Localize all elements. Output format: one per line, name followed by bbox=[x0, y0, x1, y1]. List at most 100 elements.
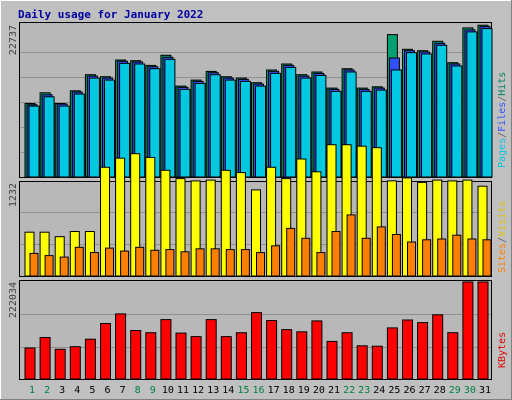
bar-pages-16 bbox=[255, 85, 266, 178]
bar-kbytes-28 bbox=[432, 314, 444, 380]
legend-entry: Hits bbox=[497, 72, 508, 96]
bar-sites-7 bbox=[120, 250, 130, 277]
x-label-11: 11 bbox=[177, 385, 189, 396]
x-label-9: 9 bbox=[150, 385, 156, 396]
bar-pages-3 bbox=[58, 105, 70, 178]
x-label-22: 22 bbox=[343, 385, 355, 396]
bar-pages-20 bbox=[315, 74, 327, 178]
bar-sites-11 bbox=[180, 251, 190, 277]
bar-kbytes-15 bbox=[235, 332, 247, 380]
legend-entry: / bbox=[497, 96, 508, 102]
bar-sites-27 bbox=[422, 239, 432, 277]
bar-sites-5 bbox=[89, 252, 99, 277]
bar-sites-30 bbox=[467, 238, 477, 277]
legend-entry: KBytes bbox=[497, 332, 508, 368]
x-label-25: 25 bbox=[388, 385, 400, 396]
bar-sites-22 bbox=[346, 214, 356, 277]
bar-pages-10 bbox=[164, 58, 176, 178]
bar-sites-8 bbox=[135, 246, 145, 277]
bar-sites-14 bbox=[225, 249, 235, 277]
x-axis-labels: 1 2 3 4 5 6 7 8 9 10 11 12 13 14 15 16 17 18 19 20 21 22 23 24 2… bbox=[29, 385, 491, 396]
bar-pages-28 bbox=[436, 44, 448, 178]
kbytes-max-label: 222034 bbox=[8, 282, 19, 318]
bar-kbytes-25 bbox=[386, 327, 398, 380]
bar-kbytes-1 bbox=[24, 347, 36, 380]
bar-pages-4 bbox=[73, 93, 85, 178]
x-label-23: 23 bbox=[358, 385, 370, 396]
bar-kbytes-23 bbox=[356, 345, 368, 380]
bar-pages-26 bbox=[406, 52, 417, 178]
bar-sites-21 bbox=[331, 231, 341, 277]
x-label-31: 31 bbox=[479, 385, 491, 396]
bar-kbytes-8 bbox=[130, 330, 142, 380]
bar-kbytes-7 bbox=[115, 313, 127, 380]
bar-sites-10 bbox=[165, 249, 175, 277]
legend-entry: Files bbox=[497, 102, 508, 132]
x-label-17: 17 bbox=[268, 385, 280, 396]
x-label-29: 29 bbox=[449, 385, 461, 396]
bar-pages-5 bbox=[88, 77, 100, 178]
bar-kbytes-16 bbox=[251, 312, 262, 380]
bar-sites-1 bbox=[29, 252, 39, 277]
bar-sites-4 bbox=[74, 246, 84, 277]
hits-max-label: 22737 bbox=[8, 25, 19, 55]
bar-pages-13 bbox=[209, 74, 221, 178]
x-label-27: 27 bbox=[419, 385, 431, 396]
bar-kbytes-9 bbox=[145, 332, 157, 380]
bar-sites-12 bbox=[195, 248, 205, 277]
bar-kbytes-27 bbox=[417, 322, 429, 380]
bar-kbytes-29 bbox=[447, 332, 459, 380]
bar-pages-11 bbox=[179, 88, 191, 178]
bar-pages-31 bbox=[481, 28, 493, 178]
legend-entry: / bbox=[497, 237, 508, 243]
bar-kbytes-26 bbox=[402, 319, 413, 380]
legend-entry: Sites bbox=[497, 243, 508, 273]
bar-sites-2 bbox=[44, 255, 54, 277]
bar-kbytes-18 bbox=[281, 329, 293, 380]
bar-pages-17 bbox=[270, 72, 282, 178]
x-label-24: 24 bbox=[373, 385, 385, 396]
bar-kbytes-11 bbox=[175, 332, 187, 380]
bar-kbytes-31 bbox=[477, 281, 489, 380]
bar-sites-18 bbox=[286, 227, 296, 277]
bar-pages-12 bbox=[194, 82, 206, 178]
bar-kbytes-12 bbox=[190, 336, 202, 380]
bar-kbytes-5 bbox=[84, 338, 96, 380]
bar-sites-19 bbox=[301, 237, 311, 277]
hits-legend: Pages/Files/Hits bbox=[497, 72, 508, 168]
bar-kbytes-3 bbox=[54, 348, 66, 380]
bar-pages-30 bbox=[466, 31, 478, 178]
bar-kbytes-4 bbox=[69, 346, 81, 380]
bar-sites-26 bbox=[407, 241, 416, 277]
bar-kbytes-2 bbox=[39, 337, 51, 380]
bar-sites-31 bbox=[482, 239, 492, 277]
bar-sites-24 bbox=[376, 226, 386, 277]
x-label-4: 4 bbox=[74, 385, 80, 396]
bar-sites-6 bbox=[105, 247, 114, 277]
bar-pages-15 bbox=[239, 80, 251, 178]
x-label-19: 19 bbox=[298, 385, 310, 396]
bar-kbytes-17 bbox=[266, 320, 278, 380]
bar-kbytes-14 bbox=[220, 336, 232, 380]
bar-sites-9 bbox=[150, 249, 160, 277]
bar-pages-29 bbox=[451, 65, 463, 178]
bar-sites-16 bbox=[256, 252, 265, 277]
bar-kbytes-21 bbox=[326, 340, 338, 380]
bar-sites-28 bbox=[437, 238, 447, 277]
x-label-15: 15 bbox=[237, 385, 249, 396]
bar-kbytes-19 bbox=[296, 331, 308, 380]
bar-pages-1 bbox=[28, 105, 40, 178]
visits-legend: Sites/Visits bbox=[497, 201, 508, 273]
chart-title: Daily usage for January 2022 bbox=[18, 8, 203, 21]
legend-text: Pages/Files/Hits bbox=[497, 72, 508, 168]
x-label-12: 12 bbox=[192, 385, 204, 396]
bar-sites-25 bbox=[391, 234, 401, 277]
bar-pages-25 bbox=[390, 69, 402, 178]
legend-entry: Pages bbox=[497, 138, 508, 168]
x-label-21: 21 bbox=[328, 385, 340, 396]
bar-pages-14 bbox=[224, 79, 236, 178]
bar-kbytes-6 bbox=[100, 323, 111, 380]
x-label-6: 6 bbox=[104, 385, 110, 396]
x-label-30: 30 bbox=[464, 385, 476, 396]
